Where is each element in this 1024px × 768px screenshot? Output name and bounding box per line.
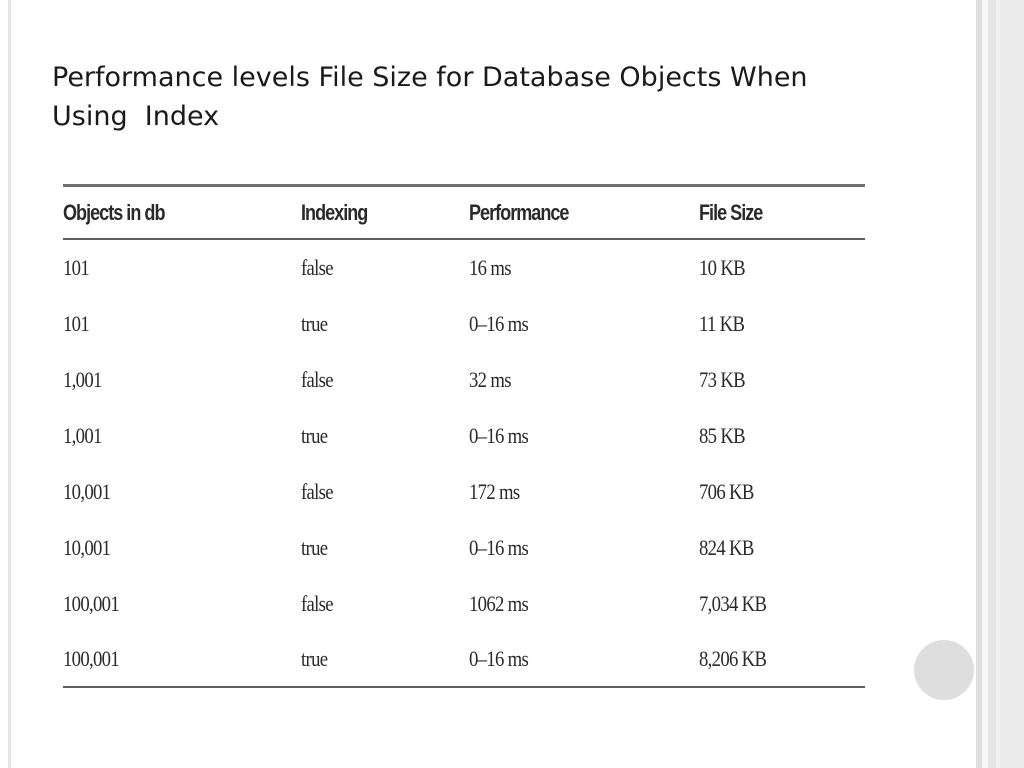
slide-title: Performance levels File Size for Databas…	[52, 62, 808, 132]
table-row: 10,001 true 0–16 ms 824 KB	[63, 520, 865, 575]
cell-file-size: 10 KB	[699, 255, 746, 280]
cell-performance: 0–16 ms	[469, 422, 529, 448]
cell-indexing: false	[301, 366, 334, 392]
right-band-decoration	[996, 0, 1000, 768]
cell-file-size: 73 KB	[699, 366, 746, 392]
header-file-size: File Size	[699, 199, 763, 225]
cell-file-size: 7,034 KB	[699, 590, 767, 616]
table-row: 1,001 true 0–16 ms 85 KB	[63, 408, 865, 463]
cell-performance: 1062 ms	[469, 590, 529, 616]
table-header-row: Objects in db Indexing Performance File …	[63, 185, 865, 239]
cell-performance: 0–16 ms	[469, 534, 529, 560]
cell-file-size: 8,206 KB	[699, 646, 767, 671]
cell-file-size: 85 KB	[699, 422, 746, 448]
right-band-decoration	[976, 0, 982, 768]
table-row: 10,001 false 172 ms 706 KB	[63, 463, 865, 520]
cell-performance: 32 ms	[469, 366, 511, 392]
performance-table: Objects in db Indexing Performance File …	[63, 184, 865, 688]
cell-performance: 0–16 ms	[469, 310, 529, 336]
cell-indexing: false	[301, 255, 334, 280]
circle-decoration	[914, 640, 974, 700]
cell-objects: 100,001	[63, 646, 120, 671]
cell-performance: 172 ms	[469, 478, 520, 504]
cell-file-size: 824 KB	[699, 534, 754, 560]
cell-indexing: true	[301, 646, 328, 671]
cell-objects: 100,001	[63, 590, 120, 616]
cell-indexing: true	[301, 422, 328, 448]
left-border-decoration	[8, 0, 11, 768]
cell-performance: 0–16 ms	[469, 646, 529, 671]
cell-objects: 10,001	[63, 534, 111, 560]
cell-objects: 101	[63, 310, 90, 336]
cell-indexing: false	[301, 590, 334, 616]
cell-objects: 1,001	[63, 366, 102, 392]
cell-indexing: false	[301, 478, 334, 504]
header-performance: Performance	[469, 199, 569, 225]
cell-performance: 16 ms	[469, 255, 511, 280]
header-indexing: Indexing	[301, 199, 368, 225]
cell-indexing: true	[301, 534, 328, 560]
table-row: 1,001 false 32 ms 73 KB	[63, 351, 865, 408]
cell-objects: 10,001	[63, 478, 111, 504]
right-band-decoration	[982, 0, 988, 768]
header-objects-in-db: Objects in db	[63, 199, 165, 225]
right-band-decoration	[1000, 0, 1024, 768]
table-row: 101 true 0–16 ms 11 KB	[63, 296, 865, 351]
table-row: 100,001 false 1062 ms 7,034 KB	[63, 575, 865, 632]
cell-indexing: true	[301, 310, 328, 336]
cell-objects: 1,001	[63, 422, 102, 448]
cell-objects: 101	[63, 255, 90, 280]
cell-file-size: 11 KB	[699, 310, 745, 336]
cell-file-size: 706 KB	[699, 478, 754, 504]
table-row: 101 false 16 ms 10 KB	[63, 239, 865, 296]
right-band-decoration	[988, 0, 996, 768]
table-row: 100,001 true 0–16 ms 8,206 KB	[63, 632, 865, 687]
